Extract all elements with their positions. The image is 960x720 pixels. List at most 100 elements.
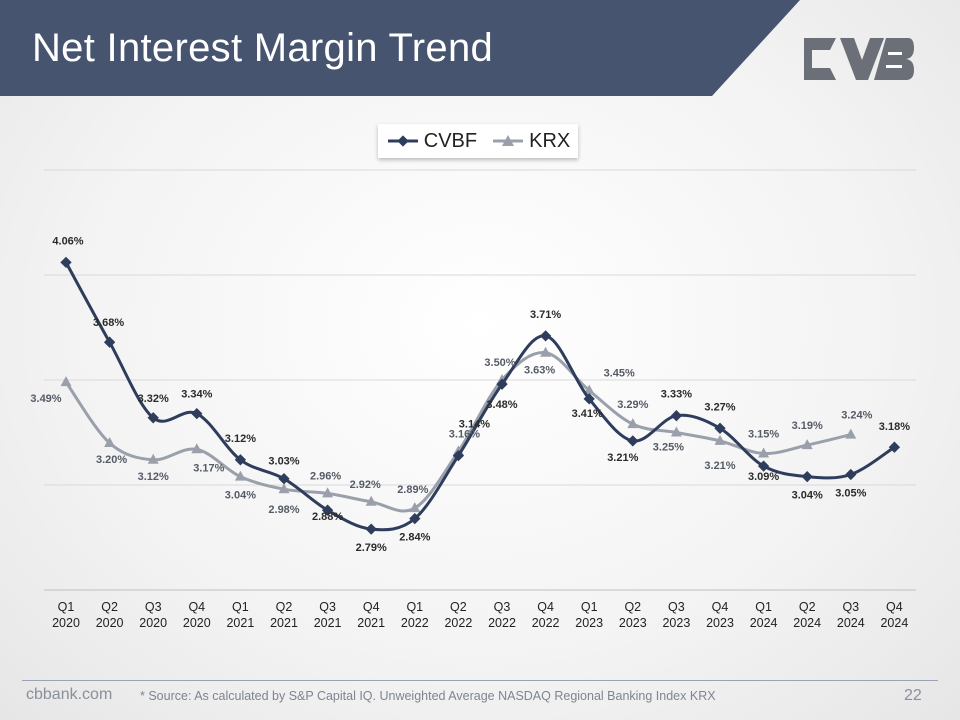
cvbf-point [539, 330, 552, 342]
cvbf-point [801, 470, 813, 483]
chart-legend: CVBF KRX [378, 124, 578, 158]
legend-label-krx: KRX [529, 129, 571, 152]
cvb-logo-icon [804, 38, 914, 80]
x-tick-label: Q2 2020 [96, 600, 124, 630]
krx-point [801, 439, 813, 450]
cvbf-data-label: 3.12% [225, 433, 256, 445]
krx-data-label: 3.25% [653, 442, 684, 454]
footer-divider [22, 680, 938, 681]
krx-point [147, 453, 159, 464]
cvbf-data-label: 2.88% [312, 511, 343, 523]
krx-data-label: 2.92% [350, 479, 381, 491]
krx-point [60, 376, 72, 387]
cvbf-data-label: 3.27% [704, 401, 735, 413]
cvbf-point [234, 454, 247, 466]
footer-source-note: * Source: As calculated by S&P Capital I… [140, 689, 716, 703]
cvbf-point [757, 460, 770, 472]
krx-data-label: 3.24% [841, 410, 872, 422]
header-banner [0, 0, 800, 96]
krx-point [540, 346, 552, 357]
cvbf-point [60, 256, 72, 269]
cvbf-data-label: 3.32% [138, 393, 169, 405]
krx-point [845, 428, 857, 439]
cvbf-data-label: 3.05% [835, 488, 866, 500]
krx-point [278, 483, 290, 494]
krx-data-label: 3.16% [449, 428, 480, 440]
x-tick-label: Q2 2021 [270, 600, 298, 630]
cvbf-point [714, 422, 726, 434]
krx-point [714, 434, 726, 445]
cvbf-data-label: 3.71% [530, 309, 561, 321]
krx-data-label: 3.04% [225, 490, 256, 502]
cvbf-data-label: 3.04% [792, 490, 823, 502]
cvbf-point [278, 473, 290, 485]
x-tick-label: Q4 2022 [532, 600, 560, 630]
page-title: Net Interest Margin Trend [32, 26, 494, 70]
x-tick-label: Q3 2022 [488, 600, 516, 630]
cvbf-data-label: 3.68% [93, 317, 124, 329]
krx-point [409, 502, 421, 513]
krx-point [322, 487, 334, 498]
krx-data-label: 3.50% [484, 357, 515, 369]
cvbf-point [365, 523, 377, 535]
cvbf-data-label: 3.09% [748, 471, 779, 483]
x-tick-label: Q2 2022 [444, 600, 472, 630]
x-tick-label: Q3 2024 [837, 600, 865, 630]
krx-data-label: 3.45% [604, 368, 635, 380]
x-tick-label: Q1 2021 [226, 600, 254, 630]
cvbf-point [670, 410, 683, 422]
x-tick-label: Q3 2023 [662, 600, 690, 630]
cvbf-point [452, 449, 465, 462]
krx-data-label: 3.29% [617, 399, 648, 411]
krx-data-label: 3.20% [96, 454, 127, 466]
x-tick-label: Q4 2024 [880, 600, 908, 630]
cvbf-point [583, 393, 595, 405]
cvbf-point [147, 412, 159, 424]
cvbf-point [845, 468, 857, 481]
x-tick-label: Q2 2023 [619, 600, 647, 630]
krx-data-label: 3.12% [138, 471, 169, 483]
krx-point [191, 443, 203, 454]
krx-data-label: 3.17% [193, 462, 224, 474]
krx-point [670, 426, 682, 437]
krx-point [758, 447, 770, 458]
cvbf-data-label: 3.41% [572, 408, 603, 420]
cvbf-point [191, 407, 203, 420]
cvbf-data-label: 2.79% [356, 542, 387, 554]
legend-marker-krx [493, 135, 524, 146]
cvbf-data-label: 3.14% [459, 419, 490, 431]
krx-point [104, 437, 116, 447]
x-tick-label: Q2 2024 [793, 600, 821, 630]
cvbf-point [496, 378, 508, 390]
krx-point [365, 495, 377, 506]
cvbf-data-label: 4.06% [52, 235, 83, 247]
krx-data-label: 3.15% [748, 429, 779, 441]
krx-data-label: 2.98% [268, 504, 299, 516]
x-tick-label: Q4 2023 [706, 600, 734, 630]
cvbf-data-label: 2.84% [399, 532, 430, 544]
cvbf-data-label: 3.18% [879, 421, 910, 433]
legend-label-cvbf: CVBF [423, 129, 478, 152]
krx-data-label: 2.89% [397, 484, 428, 496]
legend-item-krx: KRX [491, 130, 570, 153]
x-tick-label: Q4 2020 [183, 600, 211, 630]
legend-marker-cvbf [387, 135, 418, 147]
cvbf-point [409, 512, 421, 525]
krx-point [234, 470, 246, 481]
cvbf-data-label: 3.03% [268, 456, 299, 468]
cvbf-point [888, 441, 901, 453]
x-tick-label: Q3 2020 [139, 600, 167, 630]
krx-data-label: 3.49% [30, 393, 61, 405]
x-tick-label: Q1 2023 [575, 600, 603, 630]
x-tick-label: Q4 2021 [357, 600, 385, 630]
krx-data-label: 3.21% [704, 460, 735, 472]
footer-site: cbbank.com [26, 686, 113, 703]
cvbf-data-label: 3.33% [661, 389, 692, 401]
cvbf-point [627, 435, 639, 447]
page-number: 22 [904, 687, 922, 704]
krx-data-label: 2.96% [310, 470, 341, 482]
x-tick-label: Q3 2021 [314, 600, 342, 630]
cvbf-data-label: 3.48% [486, 399, 517, 411]
krx-point [583, 384, 595, 395]
